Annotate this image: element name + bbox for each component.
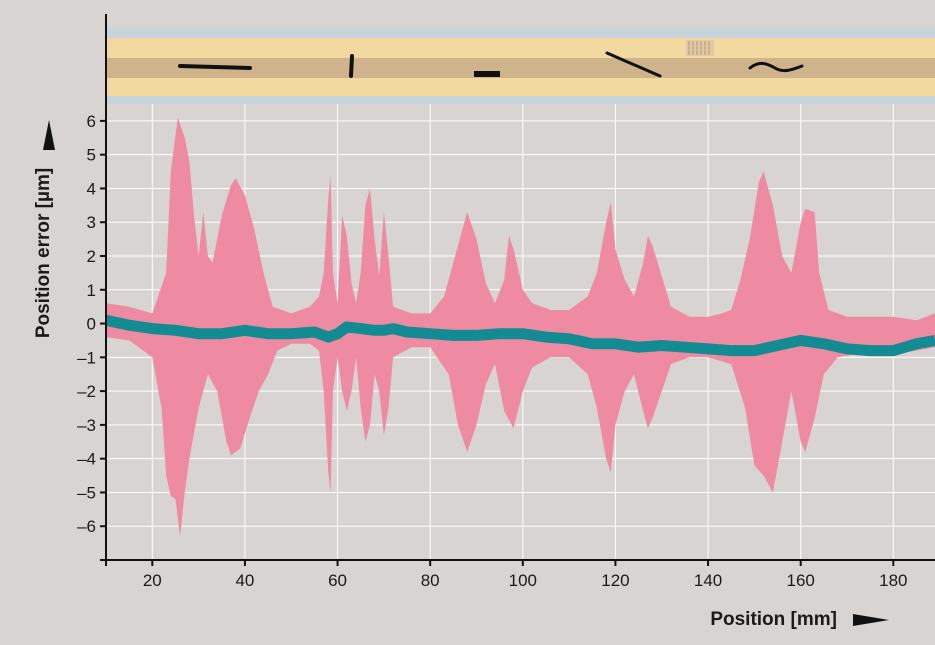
error-envelope [106, 117, 935, 537]
y-tick-label: –6 [77, 517, 96, 536]
y-tick-label: 6 [87, 112, 96, 131]
scale-glass-top [106, 28, 935, 38]
y-axis-arrow-icon [43, 120, 55, 150]
y-tick-label: –3 [77, 416, 96, 435]
envelope-area [106, 117, 935, 537]
scale-light-lower [106, 78, 935, 96]
x-axis-label: Position [mm] [710, 609, 837, 630]
x-tick-label: 100 [509, 571, 537, 590]
graduation-patch [686, 40, 714, 56]
x-axis-arrow-icon [853, 614, 889, 626]
x-tick-label: 160 [787, 571, 815, 590]
mean-series-line [104, 314, 935, 357]
y-tick-label: –4 [77, 450, 96, 469]
y-tick-labels: 6 5 4 3 2 1 0 –1 –2 –3 –4 –5 –6 [77, 112, 96, 536]
y-tick-label: –1 [77, 348, 96, 367]
mean-error-line [104, 314, 935, 357]
defect-mark-wavy-scratch [748, 61, 804, 73]
scale-strip [106, 28, 935, 104]
x-tick-label: 140 [694, 571, 722, 590]
defect-mark-diagonal-scratch [605, 51, 662, 78]
chart-axes [100, 14, 935, 566]
y-tick-label: 1 [87, 281, 96, 300]
x-tick-label: 40 [235, 571, 254, 590]
defect-mark-long-scratch [178, 64, 252, 70]
y-tick-label: –5 [77, 483, 96, 502]
defect-mark-vertical-scratch [349, 54, 354, 78]
y-tick-label: 0 [87, 315, 96, 334]
x-tick-label: 120 [601, 571, 629, 590]
x-tick-label: 20 [143, 571, 162, 590]
y-tick-label: 5 [87, 146, 96, 165]
x-tick-label: 60 [328, 571, 347, 590]
scale-light-upper [106, 38, 935, 58]
x-tick-label: 80 [421, 571, 440, 590]
y-tick-label: 2 [87, 247, 96, 266]
y-tick-label: 3 [87, 213, 96, 232]
y-axis-label: Position error [µm] [33, 168, 54, 338]
y-tick-label: –2 [77, 382, 96, 401]
x-tick-label: 180 [879, 571, 907, 590]
y-tick-label: 4 [87, 179, 96, 198]
x-tick-labels: 20 40 60 80 100 120 140 160 180 [143, 571, 908, 590]
scale-glass-bottom [106, 96, 935, 104]
scale-dark-band [106, 58, 935, 78]
